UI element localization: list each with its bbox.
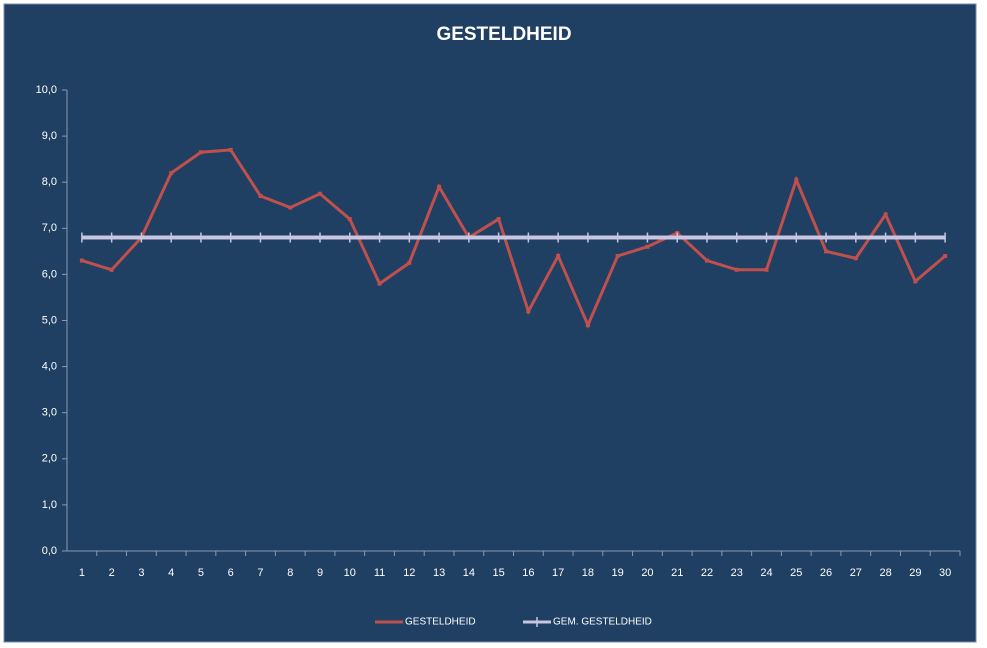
point-marker <box>615 253 620 258</box>
point-marker <box>824 249 829 254</box>
x-tick-label: 10 <box>344 567 356 579</box>
x-tick-label: 30 <box>939 567 951 579</box>
y-tick-label: 4,0 <box>42 361 57 373</box>
point-marker <box>228 147 233 152</box>
x-tick-label: 11 <box>374 567 385 579</box>
point-marker <box>496 217 501 222</box>
x-tick-label: 24 <box>760 567 772 579</box>
point-marker <box>109 267 114 272</box>
y-tick-label: 7,0 <box>42 222 57 234</box>
point-marker <box>347 217 352 222</box>
point-marker <box>169 170 174 175</box>
x-tick-label: 22 <box>701 567 713 579</box>
series-line <box>81 148 947 329</box>
x-tick-label: 6 <box>228 567 234 579</box>
point-marker <box>883 212 888 217</box>
x-tick-label: 16 <box>522 567 534 579</box>
point-marker <box>734 267 739 272</box>
point-marker <box>913 279 918 284</box>
y-tick-label: 3,0 <box>42 407 57 419</box>
x-tick-label: 28 <box>879 567 891 579</box>
point-marker <box>526 309 531 314</box>
x-tick-label: 18 <box>582 567 594 579</box>
x-tick-label: 12 <box>403 567 415 579</box>
x-tick-label: 23 <box>731 567 743 579</box>
y-tick-label: 10,0 <box>36 84 57 96</box>
point-marker <box>198 150 203 155</box>
x-tick-label: 17 <box>552 567 564 579</box>
y-tick-label: 9,0 <box>42 130 57 142</box>
point-marker <box>79 258 84 263</box>
x-tick-label: 7 <box>257 567 263 579</box>
x-tick-label: 2 <box>109 567 115 579</box>
x-tick-label: 19 <box>612 567 624 579</box>
x-tick-label: 9 <box>317 567 323 579</box>
point-marker <box>377 281 382 286</box>
x-tick-label: 5 <box>198 567 204 579</box>
point-marker <box>437 184 442 189</box>
point-marker <box>556 253 561 258</box>
x-tick-label: 20 <box>641 567 653 579</box>
chart-area <box>3 3 977 643</box>
x-tick-label: 15 <box>492 567 504 579</box>
point-marker <box>943 253 948 258</box>
legend-label: GEM. GESTELDHEID <box>553 617 652 628</box>
y-tick-label: 8,0 <box>42 176 57 188</box>
x-tick-label: 21 <box>671 567 683 579</box>
y-tick-label: 5,0 <box>42 314 57 326</box>
y-tick-label: 0,0 <box>42 545 57 557</box>
point-marker <box>764 267 769 272</box>
x-tick-label: 4 <box>168 567 174 579</box>
legend-label: GESTELDHEID <box>405 617 476 628</box>
point-marker <box>704 258 709 263</box>
x-tick-label: 27 <box>850 567 862 579</box>
point-marker <box>794 177 799 182</box>
point-marker <box>407 260 412 265</box>
point-marker <box>585 323 590 328</box>
y-tick-label: 2,0 <box>42 453 57 465</box>
point-marker <box>853 256 858 261</box>
point-marker <box>645 244 650 249</box>
x-tick-label: 25 <box>790 567 802 579</box>
point-marker <box>288 205 293 210</box>
x-tick-label: 13 <box>433 567 445 579</box>
point-marker <box>258 194 263 199</box>
x-tick-label: 26 <box>820 567 832 579</box>
x-tick-label: 29 <box>909 567 921 579</box>
x-tick-label: 3 <box>138 567 144 579</box>
x-tick-label: 8 <box>287 567 293 579</box>
y-tick-label: 6,0 <box>42 268 57 280</box>
y-tick-label: 1,0 <box>42 499 57 511</box>
chart-title: GESTELDHEID <box>436 24 571 45</box>
point-marker <box>318 191 323 196</box>
x-tick-label: 1 <box>79 567 85 579</box>
x-tick-label: 14 <box>463 567 475 579</box>
